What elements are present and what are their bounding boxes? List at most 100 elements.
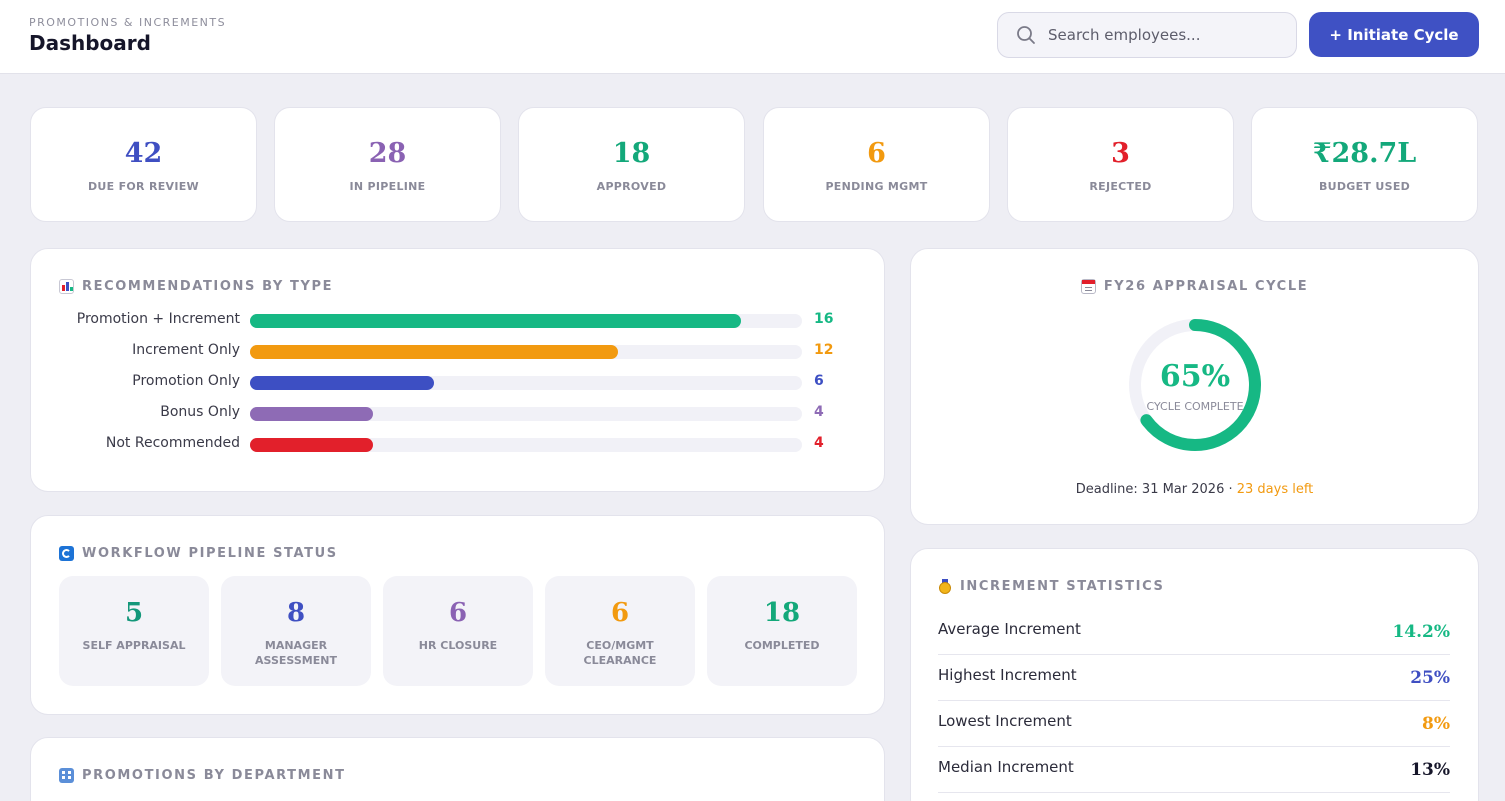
kpi-value: ₹28.7L <box>1312 138 1417 169</box>
stat-label: Median Increment <box>938 758 1074 776</box>
kpi-label: BUDGET USED <box>1318 180 1411 193</box>
kpi-value: 18 <box>612 138 651 169</box>
calendar-icon <box>1080 279 1096 294</box>
recommendations-card: RECOMMENDATIONS BY TYPE Promotion + Incr… <box>30 248 885 492</box>
kpi-label: APPROVED <box>596 180 667 193</box>
kpi-label: DUE FOR REVIEW <box>87 180 199 193</box>
kpi-value: 3 <box>1111 138 1130 169</box>
bar-value: 4 <box>814 435 824 451</box>
kpi-label: REJECTED <box>1089 180 1152 193</box>
increment-stats-card: INCREMENT STATISTICS Average Increment 1… <box>910 548 1479 801</box>
bar-label: Promotion + Increment <box>76 311 240 327</box>
departments-title-text: PROMOTIONS BY DEPARTMENT <box>82 768 346 783</box>
cycle-title-text: FY26 APPRAISAL CYCLE <box>1103 279 1309 294</box>
top-header: PROMOTIONS & INCREMENTS Dashboard + Init… <box>0 0 1505 74</box>
stat-row-highest: Highest Increment 25% <box>938 655 1450 701</box>
stage-label: SELF APPRAISAL <box>82 639 186 652</box>
stat-row-lowest: Lowest Increment 8% <box>938 701 1450 747</box>
workflow-title-text: WORKFLOW PIPELINE STATUS <box>82 546 338 561</box>
cycle-title: FY26 APPRAISAL CYCLE <box>911 279 1478 294</box>
bar-value: 6 <box>814 373 824 389</box>
stage-ceo-mgmt-clearance[interactable]: 6 CEO/MGMT CLEARANCE <box>545 576 695 686</box>
kpi-approved[interactable]: 18 APPROVED <box>518 107 745 222</box>
stage-label: CEO/MGMT CLEARANCE <box>583 639 657 667</box>
cycle-progress-ring <box>1129 319 1261 451</box>
stage-value: 8 <box>286 598 306 628</box>
stage-self-appraisal[interactable]: 5 SELF APPRAISAL <box>59 576 209 686</box>
appraisal-cycle-card: FY26 APPRAISAL CYCLE 65% CYCLE COMPLETE … <box>910 248 1479 525</box>
cycle-percent: 65% <box>1159 359 1231 394</box>
search-icon <box>1017 26 1035 44</box>
stage-value: 18 <box>763 598 801 628</box>
bar-label: Promotion Only <box>132 373 240 389</box>
bar-label: Increment Only <box>132 342 240 358</box>
recommendations-title-text: RECOMMENDATIONS BY TYPE <box>82 279 334 294</box>
kpi-due-for-review[interactable]: 42 DUE FOR REVIEW <box>30 107 257 222</box>
stat-row-median: Median Increment 13% <box>938 747 1450 793</box>
stage-value: 6 <box>610 598 630 628</box>
workflow-title: WORKFLOW PIPELINE STATUS <box>59 546 338 561</box>
workflow-card: WORKFLOW PIPELINE STATUS 5 SELF APPRAISA… <box>30 515 885 715</box>
bar-row: Promotion Only 6 <box>31 373 884 391</box>
bar-track <box>250 407 802 421</box>
kpi-in-pipeline[interactable]: 28 IN PIPELINE <box>274 107 501 222</box>
kpi-rejected[interactable]: 3 REJECTED <box>1007 107 1234 222</box>
stat-value: 14.2% <box>1392 622 1450 642</box>
bar-row: Not Recommended 4 <box>31 435 884 453</box>
bar-fill-not-recommended <box>250 438 373 452</box>
search-input[interactable] <box>1048 26 1278 44</box>
initiate-cycle-button[interactable]: + Initiate Cycle <box>1309 12 1479 57</box>
medal-icon <box>938 579 952 594</box>
kpi-value: 28 <box>368 138 407 169</box>
departments-card: PROMOTIONS BY DEPARTMENT <box>30 737 885 801</box>
stage-label: COMPLETED <box>744 639 820 652</box>
stage-value: 6 <box>448 598 468 628</box>
stage-label: MANAGER ASSESSMENT <box>255 639 337 667</box>
days-left: 23 days left <box>1236 482 1314 497</box>
bar-label: Not Recommended <box>105 435 240 451</box>
bar-track <box>250 438 802 452</box>
stage-hr-closure[interactable]: 6 HR CLOSURE <box>383 576 533 686</box>
stage-manager-assessment[interactable]: 8 MANAGER ASSESSMENT <box>221 576 371 686</box>
bar-track <box>250 376 802 390</box>
bar-track <box>250 314 802 328</box>
stat-value: 8% <box>1422 714 1450 734</box>
bar-fill-promotion-only <box>250 376 434 390</box>
bar-label: Bonus Only <box>160 404 240 420</box>
stage-completed[interactable]: 18 COMPLETED <box>707 576 857 686</box>
kpi-pending-mgmt[interactable]: 6 PENDING MGMT <box>763 107 990 222</box>
stat-label: Highest Increment <box>938 666 1077 684</box>
bar-track <box>250 345 802 359</box>
bar-value: 12 <box>814 342 834 358</box>
deadline-text: Deadline: 31 Mar 2026 · <box>1075 482 1237 497</box>
bar-fill-promotion-increment <box>250 314 741 328</box>
ring-progress-arc <box>1129 319 1261 451</box>
kpi-budget-used[interactable]: ₹28.7L BUDGET USED <box>1251 107 1478 222</box>
bar-fill-increment-only <box>250 345 618 359</box>
kpi-label: PENDING MGMT <box>825 180 928 193</box>
bar-row: Bonus Only 4 <box>31 404 884 422</box>
stat-label: Lowest Increment <box>938 712 1072 730</box>
kpi-label: IN PIPELINE <box>349 180 426 193</box>
stats-title-text: INCREMENT STATISTICS <box>960 579 1165 594</box>
bar-row: Increment Only 12 <box>31 342 884 360</box>
cycle-deadline: Deadline: 31 Mar 2026 · 23 days left <box>911 482 1478 497</box>
search-box[interactable] <box>997 12 1297 58</box>
stage-label: HR CLOSURE <box>418 639 498 652</box>
departments-title: PROMOTIONS BY DEPARTMENT <box>59 768 346 783</box>
page-title: Dashboard <box>29 31 151 55</box>
bar-value: 4 <box>814 404 824 420</box>
bar-row: Promotion + Increment 16 <box>31 311 884 329</box>
building-icon <box>59 768 74 783</box>
cycle-caption: CYCLE COMPLETE <box>1146 400 1244 413</box>
bar-chart-icon <box>59 279 74 294</box>
kpi-value: 6 <box>867 138 886 169</box>
stage-value: 5 <box>124 598 144 628</box>
breadcrumb: PROMOTIONS & INCREMENTS <box>29 16 227 29</box>
bar-value: 16 <box>814 311 834 327</box>
refresh-icon <box>59 546 74 561</box>
stat-value: 25% <box>1410 668 1450 688</box>
stats-title: INCREMENT STATISTICS <box>938 579 1164 594</box>
bar-fill-bonus-only <box>250 407 373 421</box>
recommendations-title: RECOMMENDATIONS BY TYPE <box>59 279 333 294</box>
